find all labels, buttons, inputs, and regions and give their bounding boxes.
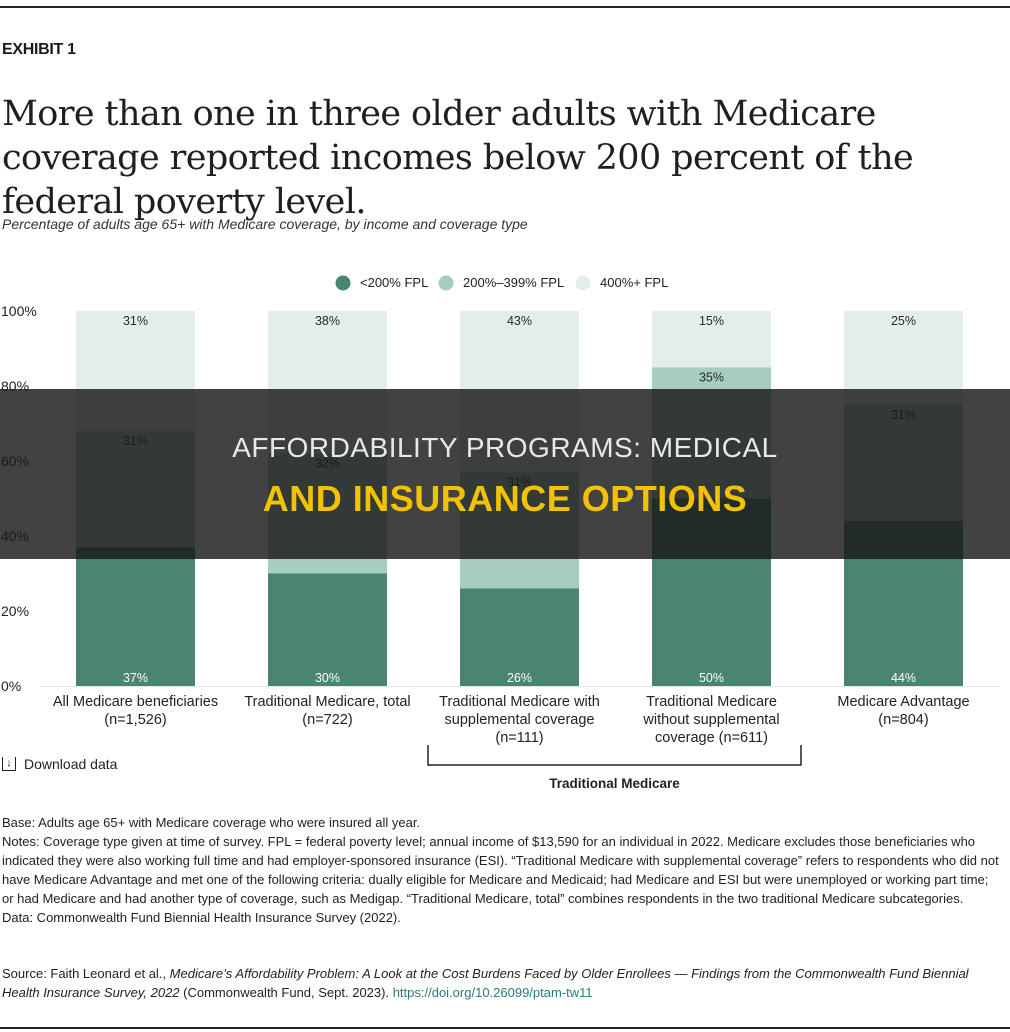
category-label-4-1: (n=804) [878,712,928,728]
bar-label-3-2: 15% [699,314,724,328]
banner-title-line-1: AFFORDABILITY PROGRAMS: MEDICAL [232,432,778,463]
bar-label-4-0: 44% [891,671,916,685]
y-tick-100%: 100% [1,303,37,319]
y-tick-20%: 20% [1,603,29,619]
bar-label-1-2: 38% [315,314,340,328]
bar-label-3-1: 35% [699,370,724,384]
legend-swatch-0 [335,275,351,291]
bar-2-0 [460,588,579,686]
legend-label-0: <200% FPL [360,275,428,290]
group-bracket [427,745,802,766]
overlay-banner [0,389,1010,559]
bar-label-0-2: 31% [123,314,148,328]
source-suffix: (Commonwealth Fund, Sept. 2023). [179,985,393,1000]
bottom-rule [0,1027,1010,1029]
bar-label-3-0: 50% [699,671,724,685]
chart-notes: Base: Adults age 65+ with Medicare cover… [2,813,1002,927]
download-data-link[interactable]: ↓ Download data [2,756,117,772]
legend-label-2: 400%+ FPL [600,275,668,290]
chart-subtitle: Percentage of adults age 65+ with Medica… [2,216,528,232]
bar-3-2 [652,311,771,368]
legend-swatch-1 [438,275,454,291]
bar-label-2-0: 26% [507,671,532,685]
group-bracket-label: Traditional Medicare [549,776,680,791]
notes-data: Data: Commonwealth Fund Biennial Health … [2,910,401,925]
category-label-4-0: Medicare Advantage [837,694,969,710]
bar-label-2-2: 43% [507,314,532,328]
chart-source: Source: Faith Leonard et al., Medicare’s… [2,964,1002,1002]
bar-label-0-0: 37% [123,671,148,685]
source-title: Medicare’s Affordability Problem: A Look… [2,966,969,1000]
chart-headline: More than one in three older adults with… [2,94,914,222]
legend-label-1: 200%–399% FPL [463,275,564,290]
category-label-1-0: Traditional Medicare, total [244,694,410,710]
category-label-2-1: supplemental coverage [445,712,595,728]
category-label-3-0: Traditional Medicare [646,694,777,710]
bar-label-1-0: 30% [315,671,340,685]
banner-title-line-2: AND INSURANCE OPTIONS [262,478,748,519]
download-label: Download data [24,756,118,772]
bar-1-0 [268,573,387,686]
category-label-3-2: coverage (n=611) [655,730,768,746]
category-label-2-0: Traditional Medicare with [439,694,600,710]
notes-base: Base: Adults age 65+ with Medicare cover… [2,815,421,830]
category-label-2-2: (n=111) [495,730,543,746]
source-doi-link[interactable]: https://doi.org/10.26099/ptam-tw11 [392,985,593,1000]
y-tick-0%: 0% [1,678,21,694]
legend-swatch-2 [575,275,591,291]
bar-label-4-2: 25% [891,314,916,328]
download-icon: ↓ [2,757,16,771]
category-label-3-1: without supplemental [642,712,779,728]
category-label-0-1: (n=1,526) [104,712,166,728]
notes-text: Notes: Coverage type given at time of su… [2,834,999,906]
source-prefix: Source: Faith Leonard et al., [2,966,170,981]
top-rule [0,6,1010,8]
bar-0-0 [76,547,195,686]
category-label-1-1: (n=722) [302,712,352,728]
exhibit-label: EXHIBIT 1 [2,41,76,58]
category-label-0-0: All Medicare beneficiaries [53,694,218,710]
